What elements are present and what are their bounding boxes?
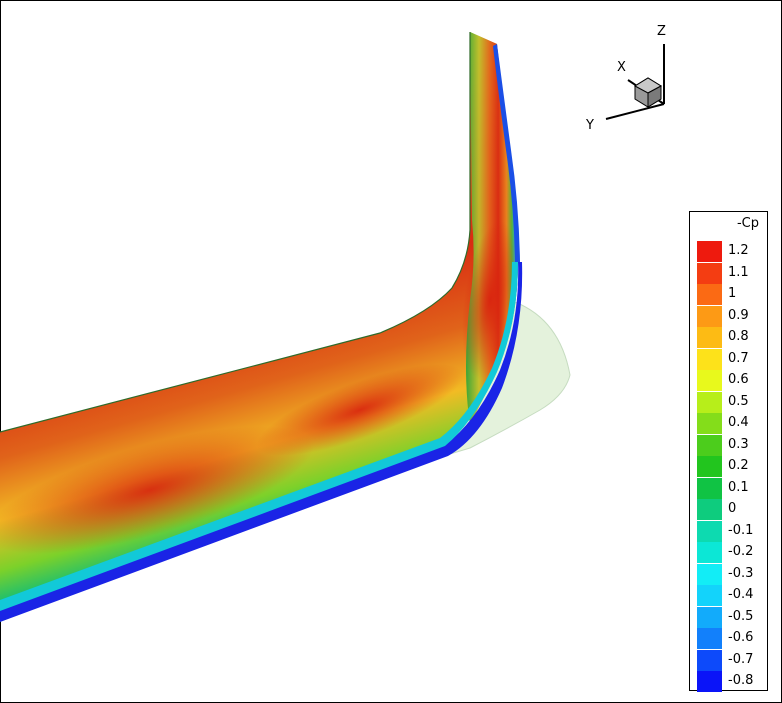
legend-label: -0.5 — [728, 608, 754, 624]
legend-swatch — [697, 241, 722, 262]
legend-label: -0.2 — [728, 544, 754, 559]
axis-label-y: Y — [586, 118, 594, 133]
hotspot-midspan — [256, 364, 464, 456]
winglet-leading-edge — [493, 44, 520, 262]
legend-label: 0.9 — [728, 307, 749, 323]
legend-swatch — [697, 413, 722, 434]
legend-label: -0.4 — [728, 587, 754, 602]
legend-swatch — [697, 370, 722, 391]
legend-swatch — [697, 305, 722, 327]
legend-label: -0.6 — [728, 630, 754, 645]
legend-swatch — [697, 262, 722, 284]
legend-swatch — [697, 606, 722, 628]
axis-label-z: Z — [657, 24, 666, 39]
legend-swatch — [697, 542, 722, 563]
legend-label: -0.7 — [728, 651, 754, 667]
legend-label: 0.2 — [728, 458, 749, 473]
axis-label-x: X — [617, 60, 626, 75]
legend-label: 0.4 — [728, 415, 749, 430]
legend-label: -0.8 — [728, 673, 754, 688]
legend-label: 0 — [728, 501, 737, 516]
legend-swatch — [697, 563, 722, 585]
legend-swatch — [697, 649, 722, 671]
legend-label: 0.6 — [728, 372, 749, 387]
legend-swatch — [697, 456, 722, 477]
legend-label: 1.2 — [728, 243, 749, 258]
hotspot-inboard — [0, 426, 314, 554]
legend-swatch — [697, 585, 722, 606]
legend-swatch — [697, 520, 722, 542]
legend-swatch — [697, 477, 722, 499]
legend-label: 1.1 — [728, 264, 749, 280]
legend-swatch — [697, 284, 722, 305]
legend-label: -0.1 — [728, 522, 754, 538]
axis-triad — [605, 44, 665, 120]
legend-label: 0.5 — [728, 393, 749, 409]
legend-swatch — [697, 434, 722, 456]
legend-label: -0.3 — [728, 565, 754, 581]
legend-swatch — [697, 499, 722, 520]
legend-label: 0.7 — [728, 350, 749, 366]
trailing-edge — [0, 32, 471, 433]
colorbar-legend: -Cp 1.2 1.1 1 0.9 0.8 0.7 0.6 0.5 0.4 0.3 0.2 0.1 0 -… — [689, 211, 768, 692]
legend-swatch — [697, 327, 722, 348]
legend-label: 0.1 — [728, 479, 749, 495]
legend-label: 0.8 — [728, 329, 749, 344]
legend-swatch — [697, 628, 722, 649]
legend-label: 0.3 — [728, 436, 749, 452]
legend-swatch — [697, 391, 722, 413]
legend-swatch — [697, 671, 722, 692]
legend-label: 1 — [728, 286, 737, 301]
legend-title: -Cp — [736, 216, 759, 231]
legend-swatch — [697, 348, 722, 370]
